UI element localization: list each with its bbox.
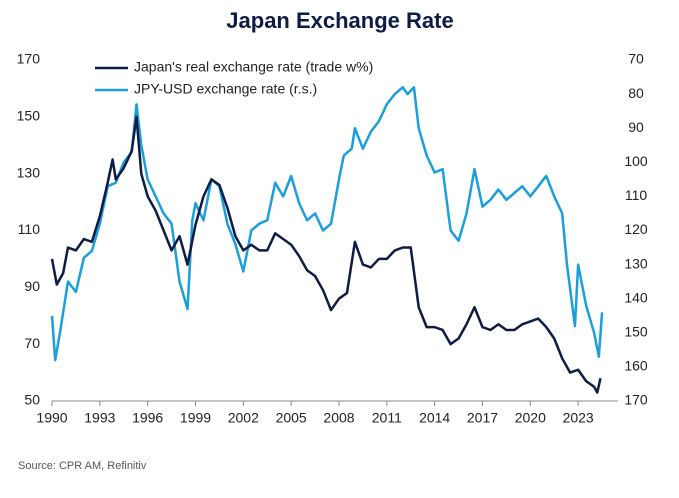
y2-tick-label: 130 — [624, 255, 648, 271]
x-tick-label: 1993 — [84, 410, 115, 426]
y-tick-label: 90 — [24, 278, 40, 294]
x-tick-label: 2002 — [228, 410, 259, 426]
y-tick-label: 70 — [24, 335, 40, 351]
x-tick-label: 2023 — [563, 410, 594, 426]
y-tick-label: 130 — [17, 164, 41, 180]
x-tick-label: 2008 — [323, 410, 354, 426]
y2-tick-label: 170 — [624, 392, 648, 408]
x-tick-label: 2011 — [372, 410, 402, 426]
chart-title: Japan Exchange Rate — [226, 8, 453, 33]
y2-tick-label: 120 — [624, 221, 648, 237]
y-tick-label: 50 — [24, 392, 40, 408]
x-tick-label: 2014 — [419, 410, 450, 426]
x-tick-label: 2005 — [276, 410, 307, 426]
y2-tick-label: 140 — [624, 289, 648, 305]
x-tick-label: 1996 — [132, 410, 163, 426]
y2-tick-label: 80 — [628, 85, 644, 101]
legend-label: Japan's real exchange rate (trade w%) — [134, 59, 373, 75]
x-tick-label: 1990 — [36, 410, 67, 426]
y2-tick-label: 100 — [624, 153, 648, 169]
y2-tick-label: 70 — [628, 51, 644, 67]
y-tick-label: 150 — [17, 108, 41, 124]
legend-label: JPY-USD exchange rate (r.s.) — [134, 81, 317, 97]
x-tick-label: 1999 — [180, 410, 211, 426]
y2-tick-label: 160 — [624, 358, 648, 374]
x-tick-label: 2020 — [515, 410, 546, 426]
y2-tick-label: 150 — [624, 324, 648, 340]
y2-tick-label: 90 — [628, 119, 644, 135]
source-note: Source: CPR AM, Refinitiv — [18, 460, 147, 472]
y-tick-label: 170 — [17, 51, 41, 67]
y-tick-label: 110 — [18, 221, 41, 237]
series-line — [50, 115, 602, 394]
x-tick-label: 2017 — [467, 410, 498, 426]
series-line — [50, 86, 604, 362]
y2-tick-label: 110 — [625, 187, 648, 203]
